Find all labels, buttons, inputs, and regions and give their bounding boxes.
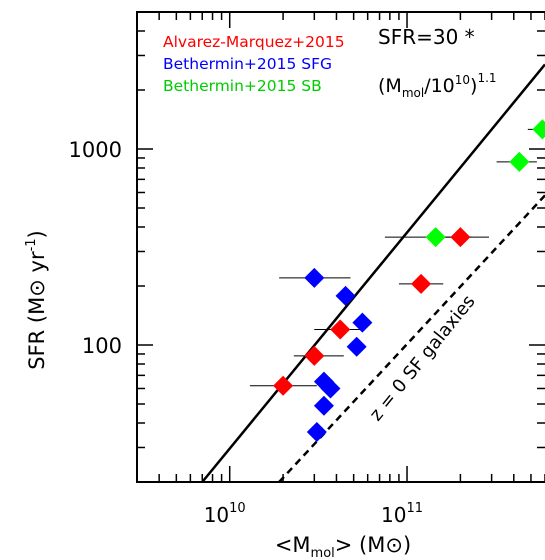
x-axis-label-text: <Mmol> (M⊙) [275,533,411,560]
x-tick-label-base: 10 [381,503,406,527]
plot-area [201,63,545,482]
y-axis-label: SFR (M⊙ yr-1) [24,230,49,370]
data-point-1-7 [306,421,327,442]
plot-frame [136,11,545,483]
x-tick-label-1: 1011 [381,501,423,527]
data-point-0-4 [450,227,471,248]
ylabel-close: ) [25,230,49,238]
data-point-2-2 [532,119,545,140]
legend-entry-bethermin-sfg: Bethermin+2015 SFG [163,55,332,73]
data-point-0-2 [330,319,351,340]
data-point-1-1 [335,285,356,306]
ylabel-main: SFR (M [25,297,49,370]
data-points [273,119,545,442]
xlabel-mid: > (M [335,533,386,557]
data-point-1-2 [352,312,373,333]
relation-line1: SFR=30 * [378,25,475,49]
x-tick-label-exp: 10 [229,501,246,516]
data-point-1-3 [346,336,367,357]
axis-ticks [136,11,545,483]
x-tick-label-base: 10 [204,503,229,527]
relation-slash: /10 [424,75,455,97]
data-point-1-5 [320,378,341,399]
data-point-0-1 [304,345,325,366]
sun-symbol-xlabel: ⊙ [385,533,403,557]
x-tick-label-0: 1010 [204,501,246,527]
data-point-1-0 [304,267,325,288]
legend: Alvarez-Marquez+2015 Bethermin+2015 SFG … [163,33,345,95]
xlabel-mol-subscript: mol [311,546,335,560]
data-point-0-0 [273,375,294,396]
legend-entry-bethermin-sb: Bethermin+2015 SB [163,77,322,95]
data-point-0-3 [411,273,432,294]
y-axis-label-text: SFR (M⊙ yr-1) [24,230,49,370]
relation-open: (M [378,75,402,97]
relation-exp-1-1: 1.1 [477,71,496,85]
data-point-2-0 [425,227,446,248]
data-point-1-6 [313,395,334,416]
xlabel-open: <M [275,533,311,557]
relation-exp-10: 10 [455,73,470,87]
error-bars [249,128,545,387]
x-tick-label-exp: 11 [406,501,423,516]
ylabel-exp: -1 [24,238,39,251]
relation-mol-subscript: mol [402,86,424,100]
xlabel-close: ) [403,533,411,557]
sfr-relation-line [201,63,545,482]
relation-close: ) [470,75,477,97]
y-tick-label-0: 100 [82,334,122,358]
sun-symbol-ylabel: ⊙ [25,279,49,297]
ylabel-unit: yr [25,251,49,279]
x-axis-label: <Mmol> (M⊙) [275,533,411,560]
z0-line-label: z = 0 SF galaxies [366,291,480,425]
relation-annotation: SFR=30 * (Mmol/1010)1.1 z = 0 SF galaxie… [366,25,497,425]
y-tick-label-1: 1000 [69,138,122,162]
data-point-2-1 [509,151,530,172]
relation-line2: (Mmol/1010)1.1 [378,71,497,100]
legend-entry-alvarez-marquez: Alvarez-Marquez+2015 [163,33,345,51]
